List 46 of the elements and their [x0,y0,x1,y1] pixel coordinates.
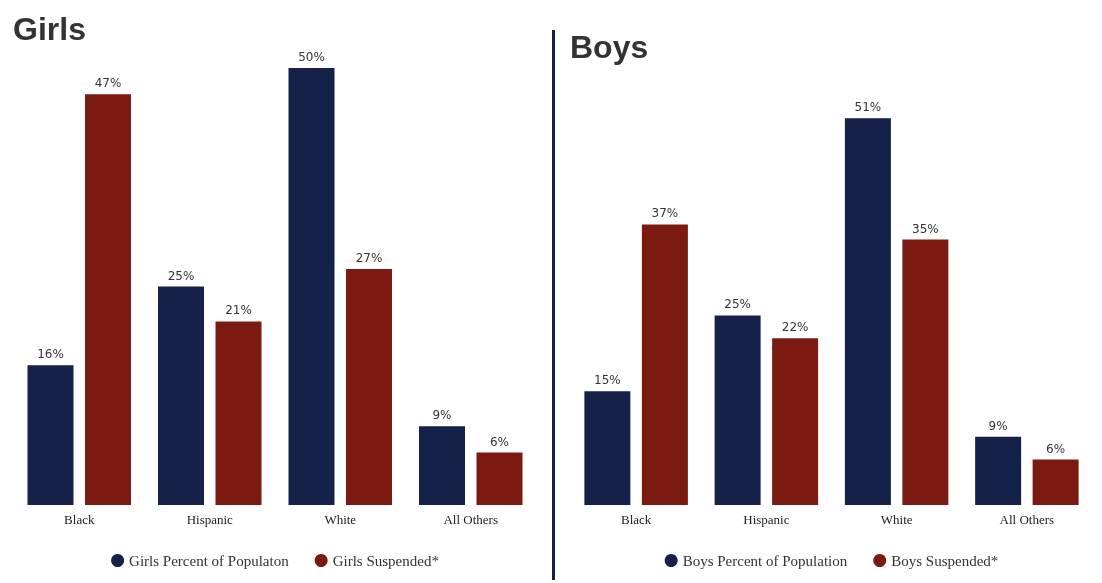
x-tick-label: White [880,512,913,527]
data-label: 50% [298,50,325,64]
data-label: 16% [37,347,64,362]
x-tick-label: Hispanic [186,512,234,527]
legend-label: Boys Percent of Population [682,552,848,569]
bar [85,94,131,505]
bar [641,224,688,505]
data-label: 6% [1046,441,1066,456]
data-label: 35% [912,221,939,236]
legend-label: Girls Percent of Populaton [129,552,290,569]
data-label: 47% [94,76,122,91]
data-label: 27% [355,251,383,266]
bar [1032,459,1079,505]
bar [476,452,523,505]
legend-label: Girls Suspended* [332,552,439,569]
x-tick-label: Hispanic [743,512,790,527]
bar [584,391,631,505]
chart-title: Girls [13,11,86,47]
x-tick-label: Black [64,512,95,527]
data-label: 25% [167,268,195,283]
data-label: 22% [781,320,809,335]
chart-title: Boys [569,29,649,65]
bar [158,286,204,505]
x-tick-label: White [324,512,357,527]
x-tick-label: Black [620,512,652,527]
bar [419,426,465,505]
bar [844,118,891,505]
bar [975,436,1022,505]
bar [346,269,392,505]
bar [902,239,949,505]
legend-label: Boys Suspended* [891,552,999,569]
data-label: 21% [225,303,252,318]
data-label: 37% [651,206,679,221]
data-label: 25% [724,297,751,312]
data-label: 15% [594,373,621,388]
x-tick-label: All Others [443,512,499,527]
bar [288,68,335,505]
bar [714,315,761,505]
data-label: 51% [854,100,882,115]
bar [27,365,74,505]
bar [772,338,819,505]
x-tick-label: All Others [999,512,1055,527]
data-label: 9% [432,408,452,423]
bar [215,321,262,505]
data-label: 9% [988,418,1008,433]
data-label: 6% [489,434,510,449]
